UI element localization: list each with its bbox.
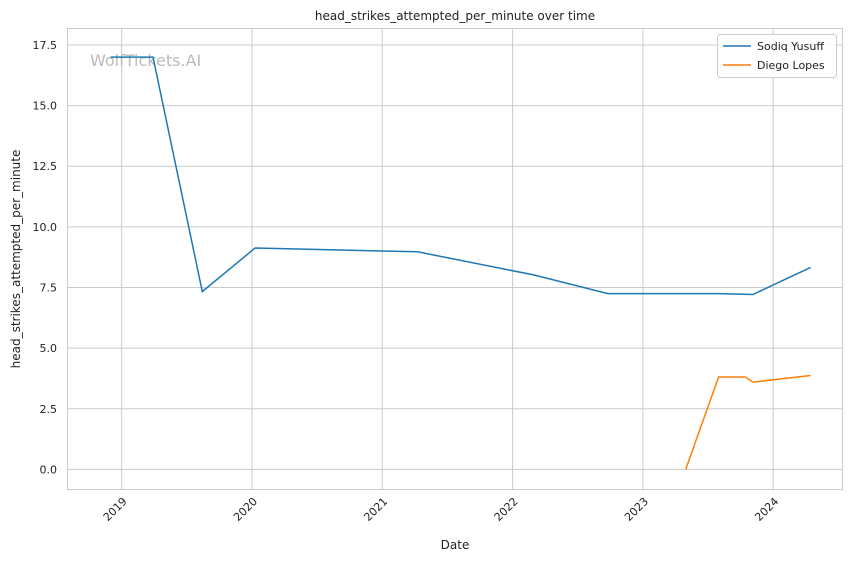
x-tick-label: 2022 xyxy=(492,495,521,524)
chart-title: head_strikes_attempted_per_minute over t… xyxy=(315,9,595,23)
plot-frame xyxy=(67,28,843,490)
x-tick-label: 2021 xyxy=(361,495,390,524)
y-tick-label: 2.5 xyxy=(40,403,58,416)
series-line-diego-lopes xyxy=(684,374,811,470)
y-tick-label: 10.0 xyxy=(33,221,58,234)
ticks: 0.0 2.5 5.0 7.5 10.0 12.5 15.0 17.5 2019 2020 2021… xyxy=(33,39,782,524)
grid xyxy=(67,28,843,490)
watermark: WolfTickets.AI xyxy=(90,51,201,70)
x-axis-label: Date xyxy=(441,538,470,552)
x-tick-label: 2020 xyxy=(231,495,260,524)
legend-label-sodiq: Sodiq Yusuff xyxy=(757,40,824,53)
x-tick-label: 2019 xyxy=(101,495,130,524)
y-tick-label: 12.5 xyxy=(33,160,58,173)
legend-label-diego: Diego Lopes xyxy=(757,59,825,72)
y-tick-label: 7.5 xyxy=(40,281,58,294)
legend: Sodiq Yusuff Diego Lopes xyxy=(717,34,837,78)
series-lines xyxy=(110,56,811,470)
y-tick-label: 15.0 xyxy=(33,100,58,113)
x-tick-label: 2024 xyxy=(752,495,781,524)
x-tick-label: 2023 xyxy=(622,495,651,524)
series-line-sodiq-yusuff xyxy=(110,56,811,296)
y-tick-label: 5.0 xyxy=(40,342,58,355)
y-tick-label: 17.5 xyxy=(33,39,58,52)
y-axis-label: head_strikes_attempted_per_minute xyxy=(9,150,23,369)
y-tick-label: 0.0 xyxy=(40,463,58,476)
